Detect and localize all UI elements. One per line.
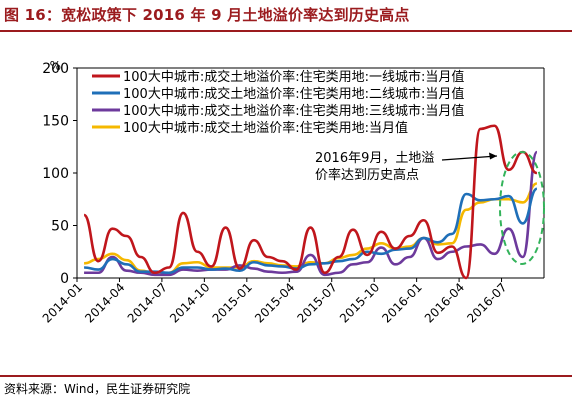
x-tick-label: 2014-01 bbox=[40, 280, 85, 325]
series-line-3 bbox=[84, 150, 539, 277]
title-divider bbox=[0, 30, 572, 32]
x-tick-label: 2014-10 bbox=[167, 280, 212, 325]
chart-series bbox=[82, 124, 539, 280]
legend-label-1: 100大中城市:成交土地溢价率:住宅类用地:一线城市:当月值 bbox=[123, 69, 464, 85]
y-tick-label: 200 bbox=[42, 61, 69, 77]
x-tick-label: 2015-01 bbox=[210, 280, 255, 325]
source-divider bbox=[0, 375, 572, 377]
annotation-arrowhead bbox=[489, 152, 497, 160]
x-tick-label: 2015-10 bbox=[337, 280, 382, 325]
figure-title: 图 16：宽松政策下 2016 年 9 月土地溢价率达到历史高点 bbox=[4, 6, 410, 24]
x-tick-label: 2015-07 bbox=[294, 280, 339, 325]
chart-legend: 100大中城市:成交土地溢价率:住宅类用地:一线城市:当月值100大中城市:成交… bbox=[92, 69, 464, 136]
x-tick-label: 2015-04 bbox=[252, 280, 297, 325]
annotation-text-line1: 2016年9月，土地溢 bbox=[315, 151, 434, 166]
chart-annotation: 2016年9月，土地溢价率达到历史高点 bbox=[315, 151, 545, 265]
annotation-arrow-line bbox=[441, 155, 498, 161]
x-tick-label: 2016-04 bbox=[422, 280, 467, 325]
highlight-ellipse bbox=[499, 151, 545, 265]
annotation-text-line2: 价率达到历史高点 bbox=[315, 167, 419, 183]
y-tick-label: 150 bbox=[42, 114, 69, 130]
y-tick-label: 100 bbox=[42, 166, 69, 182]
x-tick-label: 2014-07 bbox=[125, 280, 170, 325]
y-tick-label: 0 bbox=[60, 271, 69, 287]
legend-label-4: 100大中城市:成交土地溢价率:住宅类用地:当月值 bbox=[123, 120, 408, 136]
x-tick-label: 2014-04 bbox=[82, 280, 127, 325]
legend-label-3: 100大中城市:成交土地溢价率:住宅类用地:三线城市:当月值 bbox=[123, 103, 464, 119]
series-line-1 bbox=[82, 124, 538, 280]
line-chart: 0 50 100 150 200% 2014-012014-042014-072014-1… bbox=[40, 59, 545, 326]
source-note: 资料来源：Wind，民生证券研究院 bbox=[4, 382, 191, 396]
x-tick-label: 2016-01 bbox=[379, 280, 424, 325]
y-tick-label: 50 bbox=[51, 219, 69, 235]
y-axis-unit: % bbox=[50, 59, 61, 73]
legend-label-2: 100大中城市:成交土地溢价率:住宅类用地:二线城市:当月值 bbox=[123, 86, 464, 102]
x-tick-label: 2016-07 bbox=[464, 280, 509, 325]
